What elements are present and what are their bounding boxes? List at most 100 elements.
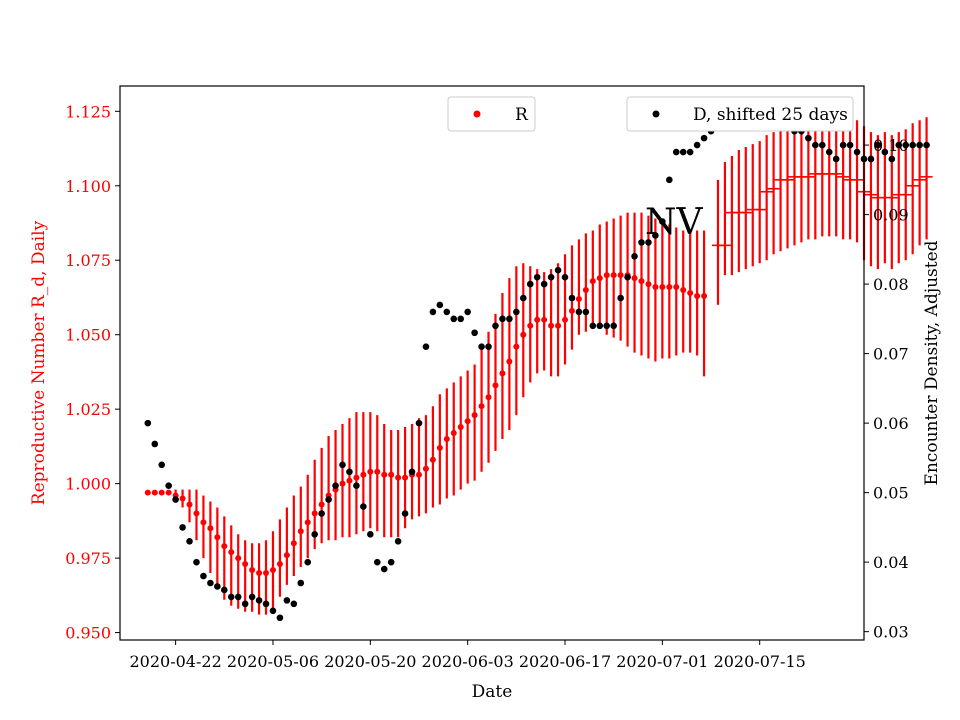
d-point bbox=[290, 600, 298, 608]
d-point bbox=[318, 510, 325, 517]
r-point bbox=[638, 278, 645, 285]
d-point bbox=[172, 496, 179, 503]
d-point bbox=[610, 322, 617, 330]
d-point bbox=[360, 503, 367, 510]
r-point bbox=[415, 471, 422, 478]
d-point bbox=[478, 343, 485, 350]
r-point bbox=[568, 307, 575, 314]
axes: 2020-04-22 2020-05-06 2020-05-20 2020-06-03… bbox=[65, 102, 908, 671]
r-point bbox=[541, 316, 548, 323]
right-y-tick-label: 0.04 bbox=[873, 553, 909, 572]
r-point bbox=[360, 471, 367, 478]
r-point bbox=[652, 284, 659, 291]
r-point bbox=[165, 489, 172, 496]
right-y-tick-label: 0.08 bbox=[873, 275, 909, 294]
right-y-axis-title: Encounter Density, Adjusted bbox=[922, 240, 942, 485]
r-point bbox=[269, 567, 276, 574]
r-point bbox=[443, 435, 450, 442]
d-point bbox=[874, 141, 882, 149]
right-y-tick-label: 0.06 bbox=[873, 414, 909, 433]
d-point bbox=[353, 482, 360, 489]
d-point bbox=[666, 176, 673, 184]
d-point bbox=[700, 134, 708, 142]
d-point bbox=[394, 537, 402, 545]
left-y-tick-label: 1.125 bbox=[65, 102, 111, 121]
r-point bbox=[346, 477, 353, 484]
left-y-tick-label: 1.025 bbox=[65, 400, 111, 419]
d-point bbox=[422, 343, 430, 350]
r-point bbox=[318, 501, 325, 508]
r-point bbox=[436, 444, 443, 451]
right-y-tick-label: 0.03 bbox=[873, 623, 909, 642]
d-point bbox=[220, 586, 228, 594]
d-point bbox=[839, 141, 847, 149]
d-point bbox=[603, 322, 611, 330]
r-point bbox=[353, 474, 360, 481]
r-point bbox=[471, 412, 478, 419]
d-point bbox=[624, 273, 631, 281]
r-point bbox=[596, 275, 603, 282]
r-point bbox=[555, 322, 562, 329]
d-point bbox=[401, 510, 409, 517]
r-point bbox=[151, 489, 158, 496]
d-point bbox=[554, 266, 562, 274]
r-point bbox=[283, 552, 290, 559]
d-point bbox=[283, 597, 291, 604]
d-point bbox=[214, 583, 221, 590]
d-point bbox=[429, 308, 437, 316]
d-point bbox=[853, 148, 861, 156]
x-tick-label: 2020-04-22 bbox=[130, 652, 222, 671]
d-point bbox=[373, 558, 381, 566]
r-point bbox=[575, 295, 582, 302]
d-point bbox=[881, 148, 889, 156]
state-annotation: NV bbox=[645, 202, 704, 243]
r-point bbox=[374, 468, 381, 475]
d-point bbox=[415, 419, 423, 427]
r-point bbox=[304, 519, 311, 526]
d-point bbox=[568, 294, 576, 302]
d-point bbox=[339, 461, 346, 469]
r-point bbox=[381, 471, 388, 478]
r-point bbox=[186, 501, 193, 508]
d-point bbox=[867, 155, 875, 163]
legend-r: R bbox=[447, 96, 536, 132]
x-tick-label: 2020-06-17 bbox=[519, 652, 611, 671]
r-point bbox=[610, 272, 617, 279]
r-point bbox=[506, 358, 513, 365]
d-point bbox=[158, 461, 166, 469]
plot-marks bbox=[144, 111, 933, 622]
d-point bbox=[916, 141, 923, 149]
d-point bbox=[582, 308, 590, 316]
plot-frame bbox=[119, 85, 865, 641]
legend-d: D, shifted 25 days bbox=[626, 96, 854, 132]
r-point bbox=[520, 331, 527, 338]
r-point bbox=[179, 495, 186, 502]
r-point bbox=[527, 322, 534, 329]
d-point bbox=[805, 134, 812, 142]
d-point bbox=[471, 329, 478, 337]
r-point bbox=[485, 394, 492, 401]
d-point bbox=[575, 308, 583, 316]
right-y-tick-label: 0.07 bbox=[873, 345, 909, 364]
d-point bbox=[631, 253, 638, 260]
r-point bbox=[429, 456, 436, 463]
r-point bbox=[367, 468, 374, 475]
d-point bbox=[241, 600, 249, 608]
r-point bbox=[422, 465, 429, 472]
legend-r-box bbox=[447, 96, 536, 132]
d-point bbox=[686, 148, 694, 156]
d-point bbox=[207, 579, 214, 587]
d-point bbox=[485, 343, 492, 350]
r-point bbox=[645, 281, 652, 288]
d-point bbox=[297, 579, 305, 587]
left-y-tick-label: 1.100 bbox=[65, 177, 111, 196]
r-point bbox=[464, 418, 471, 425]
r-point bbox=[207, 525, 214, 532]
r-point bbox=[339, 480, 346, 487]
d-point bbox=[519, 294, 527, 302]
d-point bbox=[367, 531, 374, 538]
r-point bbox=[395, 474, 402, 481]
d-point bbox=[902, 141, 910, 149]
d-point bbox=[325, 496, 332, 503]
